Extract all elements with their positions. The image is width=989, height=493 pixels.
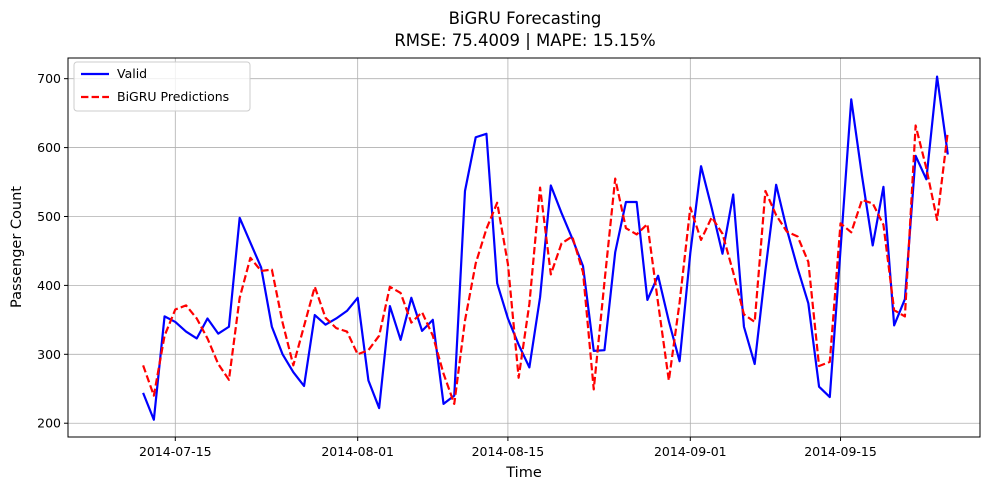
legend-box — [73, 61, 251, 112]
x-axis-title: Time — [505, 465, 542, 481]
y-axis-title: Passenger Count — [9, 186, 25, 308]
y-tick-label: 400 — [37, 278, 61, 293]
chart-subtitle: RMSE: 75.4009 | MAPE: 15.15% — [394, 31, 655, 50]
x-tick-label: 2014-08-15 — [472, 444, 545, 459]
plot-area-frame — [67, 57, 981, 438]
y-tick-label: 500 — [37, 209, 61, 224]
x-tick-label: 2014-08-01 — [321, 444, 394, 459]
series-line-bigru-predictions — [142, 124, 949, 406]
y-tick-label: 200 — [37, 416, 61, 431]
x-tick-label: 2014-07-15 — [139, 444, 212, 459]
y-tick-label: 600 — [37, 140, 61, 155]
legend: Valid BiGRU Predictions — [73, 61, 251, 112]
series-line-valid — [142, 75, 949, 421]
y-tick-label: 700 — [37, 71, 61, 86]
legend-label-valid: Valid — [117, 66, 147, 81]
y-tick-label: 300 — [37, 347, 61, 362]
plot-lines — [142, 75, 949, 421]
grid-lines — [68, 58, 980, 437]
x-tick-label: 2014-09-15 — [804, 444, 877, 459]
x-tick-label: 2014-09-01 — [654, 444, 727, 459]
legend-label-bigru-predictions: BiGRU Predictions — [117, 89, 229, 104]
x-axis: 2014-07-15 2014-08-01 2014-08-15 2014-09-01… — [139, 437, 877, 459]
chart-title: BiGRU Forecasting — [449, 9, 602, 28]
y-axis: 200 300 400 500 600 700 — [37, 71, 68, 431]
